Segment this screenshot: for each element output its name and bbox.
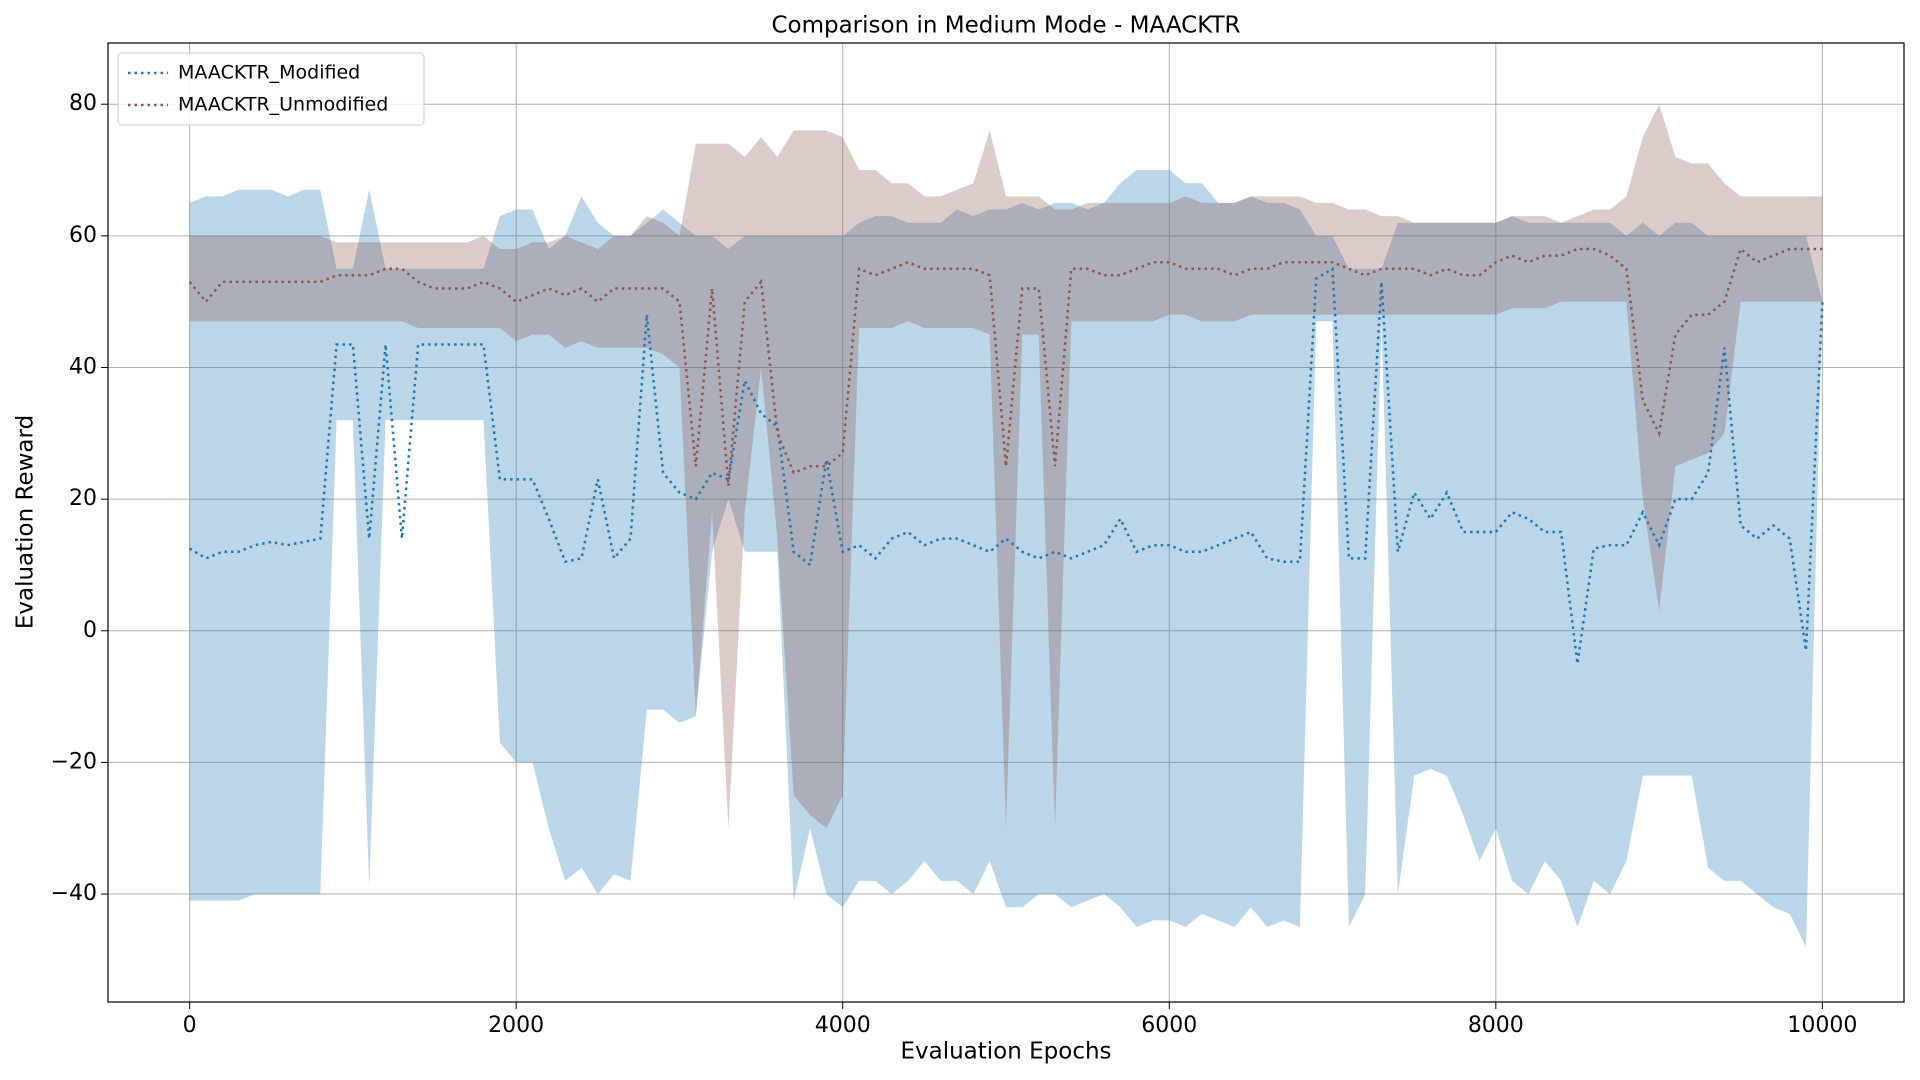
legend: MAACKTR_Modified MAACKTR_Unmodified <box>117 52 425 126</box>
chart-title: Comparison in Medium Mode - MAACKTR <box>771 13 1240 39</box>
x-tick-label: 10000 <box>1787 1013 1857 1038</box>
y-tick-label: 0 <box>83 618 97 643</box>
x-axis-label: Evaluation Epochs <box>900 1039 1111 1065</box>
x-tick-label: 4000 <box>815 1013 871 1038</box>
y-tick-label: 20 <box>69 486 97 511</box>
plot-frame <box>107 42 1905 1003</box>
y-tick-label: 80 <box>69 91 97 116</box>
grid <box>108 43 1904 1002</box>
band <box>189 170 1823 947</box>
line <box>188 266 1824 664</box>
legend-label: MAACKTR_Modified <box>178 62 360 84</box>
y-tick-label: −40 <box>51 881 97 906</box>
y-axis-label: Evaluation Reward <box>13 415 39 629</box>
x-tick-label: 0 <box>183 1013 197 1038</box>
line <box>188 246 1823 487</box>
x-tick-label: 8000 <box>1468 1013 1524 1038</box>
y-tick-label: 60 <box>69 223 97 248</box>
legend-label: MAACKTR_Unmodified <box>178 94 388 116</box>
band <box>189 104 1823 829</box>
x-tick-label: 6000 <box>1141 1013 1197 1038</box>
legend-box <box>117 52 425 126</box>
y-tick-label: −20 <box>51 749 97 774</box>
y-tick-label: 40 <box>69 354 97 379</box>
x-tick-label: 2000 <box>488 1013 544 1038</box>
